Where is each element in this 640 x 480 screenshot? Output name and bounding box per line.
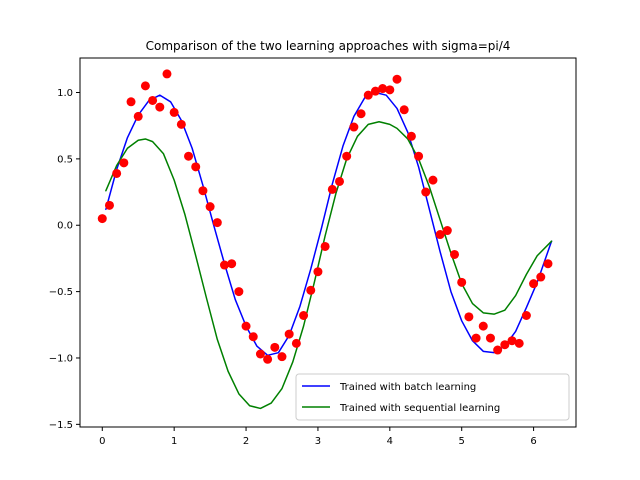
scatter-point (169, 107, 179, 117)
scatter-point (176, 119, 186, 129)
scatter-point (414, 151, 424, 161)
scatter-point (184, 151, 194, 161)
scatter-point (493, 345, 503, 355)
scatter-point (227, 259, 237, 269)
plot-area (97, 69, 553, 410)
scatter-point (148, 95, 158, 105)
series-line-0 (105, 91, 553, 357)
scatter-point (320, 241, 330, 251)
axes-frame (79, 57, 577, 428)
scatter-point (464, 312, 474, 322)
scatter-point (112, 168, 122, 178)
y-tick-label: 0.0 (57, 221, 73, 232)
scatter-point (155, 102, 165, 112)
scatter-point (378, 84, 388, 94)
scatter-point (284, 329, 294, 339)
scatter-point (514, 338, 524, 348)
scatter-point (543, 259, 553, 269)
scatter-point (529, 279, 539, 289)
scatter-point (356, 109, 366, 119)
scatter-point (255, 349, 265, 359)
scatter-point (478, 321, 488, 331)
scatter-point (133, 111, 143, 121)
scatter-point (428, 175, 438, 185)
x-tick-label: 5 (459, 436, 465, 447)
scatter-point (507, 336, 517, 346)
scatter-point (241, 321, 251, 331)
scatter-point (500, 340, 510, 350)
scatter-point (212, 218, 222, 228)
scatter-point (406, 131, 416, 141)
scatter-point (162, 69, 172, 79)
scatter-point (435, 230, 445, 240)
scatter-point (97, 214, 107, 224)
scatter-point (450, 249, 460, 259)
series-line-1 (105, 120, 553, 410)
scatter-point (370, 86, 380, 96)
chart-title: Comparison of the two learning approache… (146, 39, 511, 53)
scatter-point (205, 202, 215, 212)
x-tick-label: 2 (243, 436, 249, 447)
scatter-point (306, 285, 316, 295)
scatter-point (140, 81, 150, 91)
scatter-point (104, 200, 114, 210)
scatter-point (248, 332, 258, 342)
scatter-point (385, 85, 395, 95)
scatter-point (291, 338, 301, 348)
scatter-point (392, 74, 402, 84)
scatter-point (219, 260, 229, 270)
legend-box (295, 373, 570, 421)
x-tick-label: 1 (171, 436, 177, 447)
y-tick-label: 0.5 (57, 154, 73, 165)
scatter-point (313, 267, 323, 277)
scatter-point (342, 151, 352, 161)
scatter-point (536, 272, 546, 282)
legend-label-sequential: Trained with sequential learning (339, 403, 500, 414)
scatter-point (234, 287, 244, 297)
scatter-point (119, 158, 129, 168)
legend-label-batch: Trained with batch learning (339, 382, 476, 393)
scatter-point (349, 122, 359, 132)
y-tick-label: −1.0 (49, 353, 73, 364)
y-tick-label: −0.5 (49, 287, 73, 298)
scatter-point (363, 90, 373, 100)
scatter-point (126, 97, 136, 107)
scatter-point (421, 187, 431, 197)
scatter-point (335, 176, 344, 186)
y-tick-label: −1.5 (49, 420, 73, 431)
scatter-point (457, 277, 467, 287)
scatter-point (277, 352, 287, 362)
scatter-point (299, 311, 309, 320)
scatter-point (327, 184, 337, 194)
scatter-point (521, 311, 531, 320)
y-tick-label: 1.0 (57, 88, 73, 99)
scatter-point (191, 162, 201, 172)
axis-ticks: 0 1 2 3 4 5 6 −1.5 −1.0 −0.5 0.0 0.5 1.0 (49, 88, 537, 447)
legend: Trained with batch learning Trained with… (295, 373, 570, 421)
x-tick-label: 0 (99, 436, 105, 447)
scatter-point (198, 186, 208, 196)
scatter-point (471, 333, 481, 343)
scatter-point (485, 333, 495, 343)
scatter-point (399, 105, 409, 115)
x-tick-label: 6 (530, 436, 536, 447)
x-tick-label: 3 (315, 436, 321, 447)
scatter-point (442, 226, 452, 236)
scatter-point (263, 354, 273, 364)
scatter-point (270, 342, 280, 352)
x-tick-label: 4 (387, 436, 393, 447)
